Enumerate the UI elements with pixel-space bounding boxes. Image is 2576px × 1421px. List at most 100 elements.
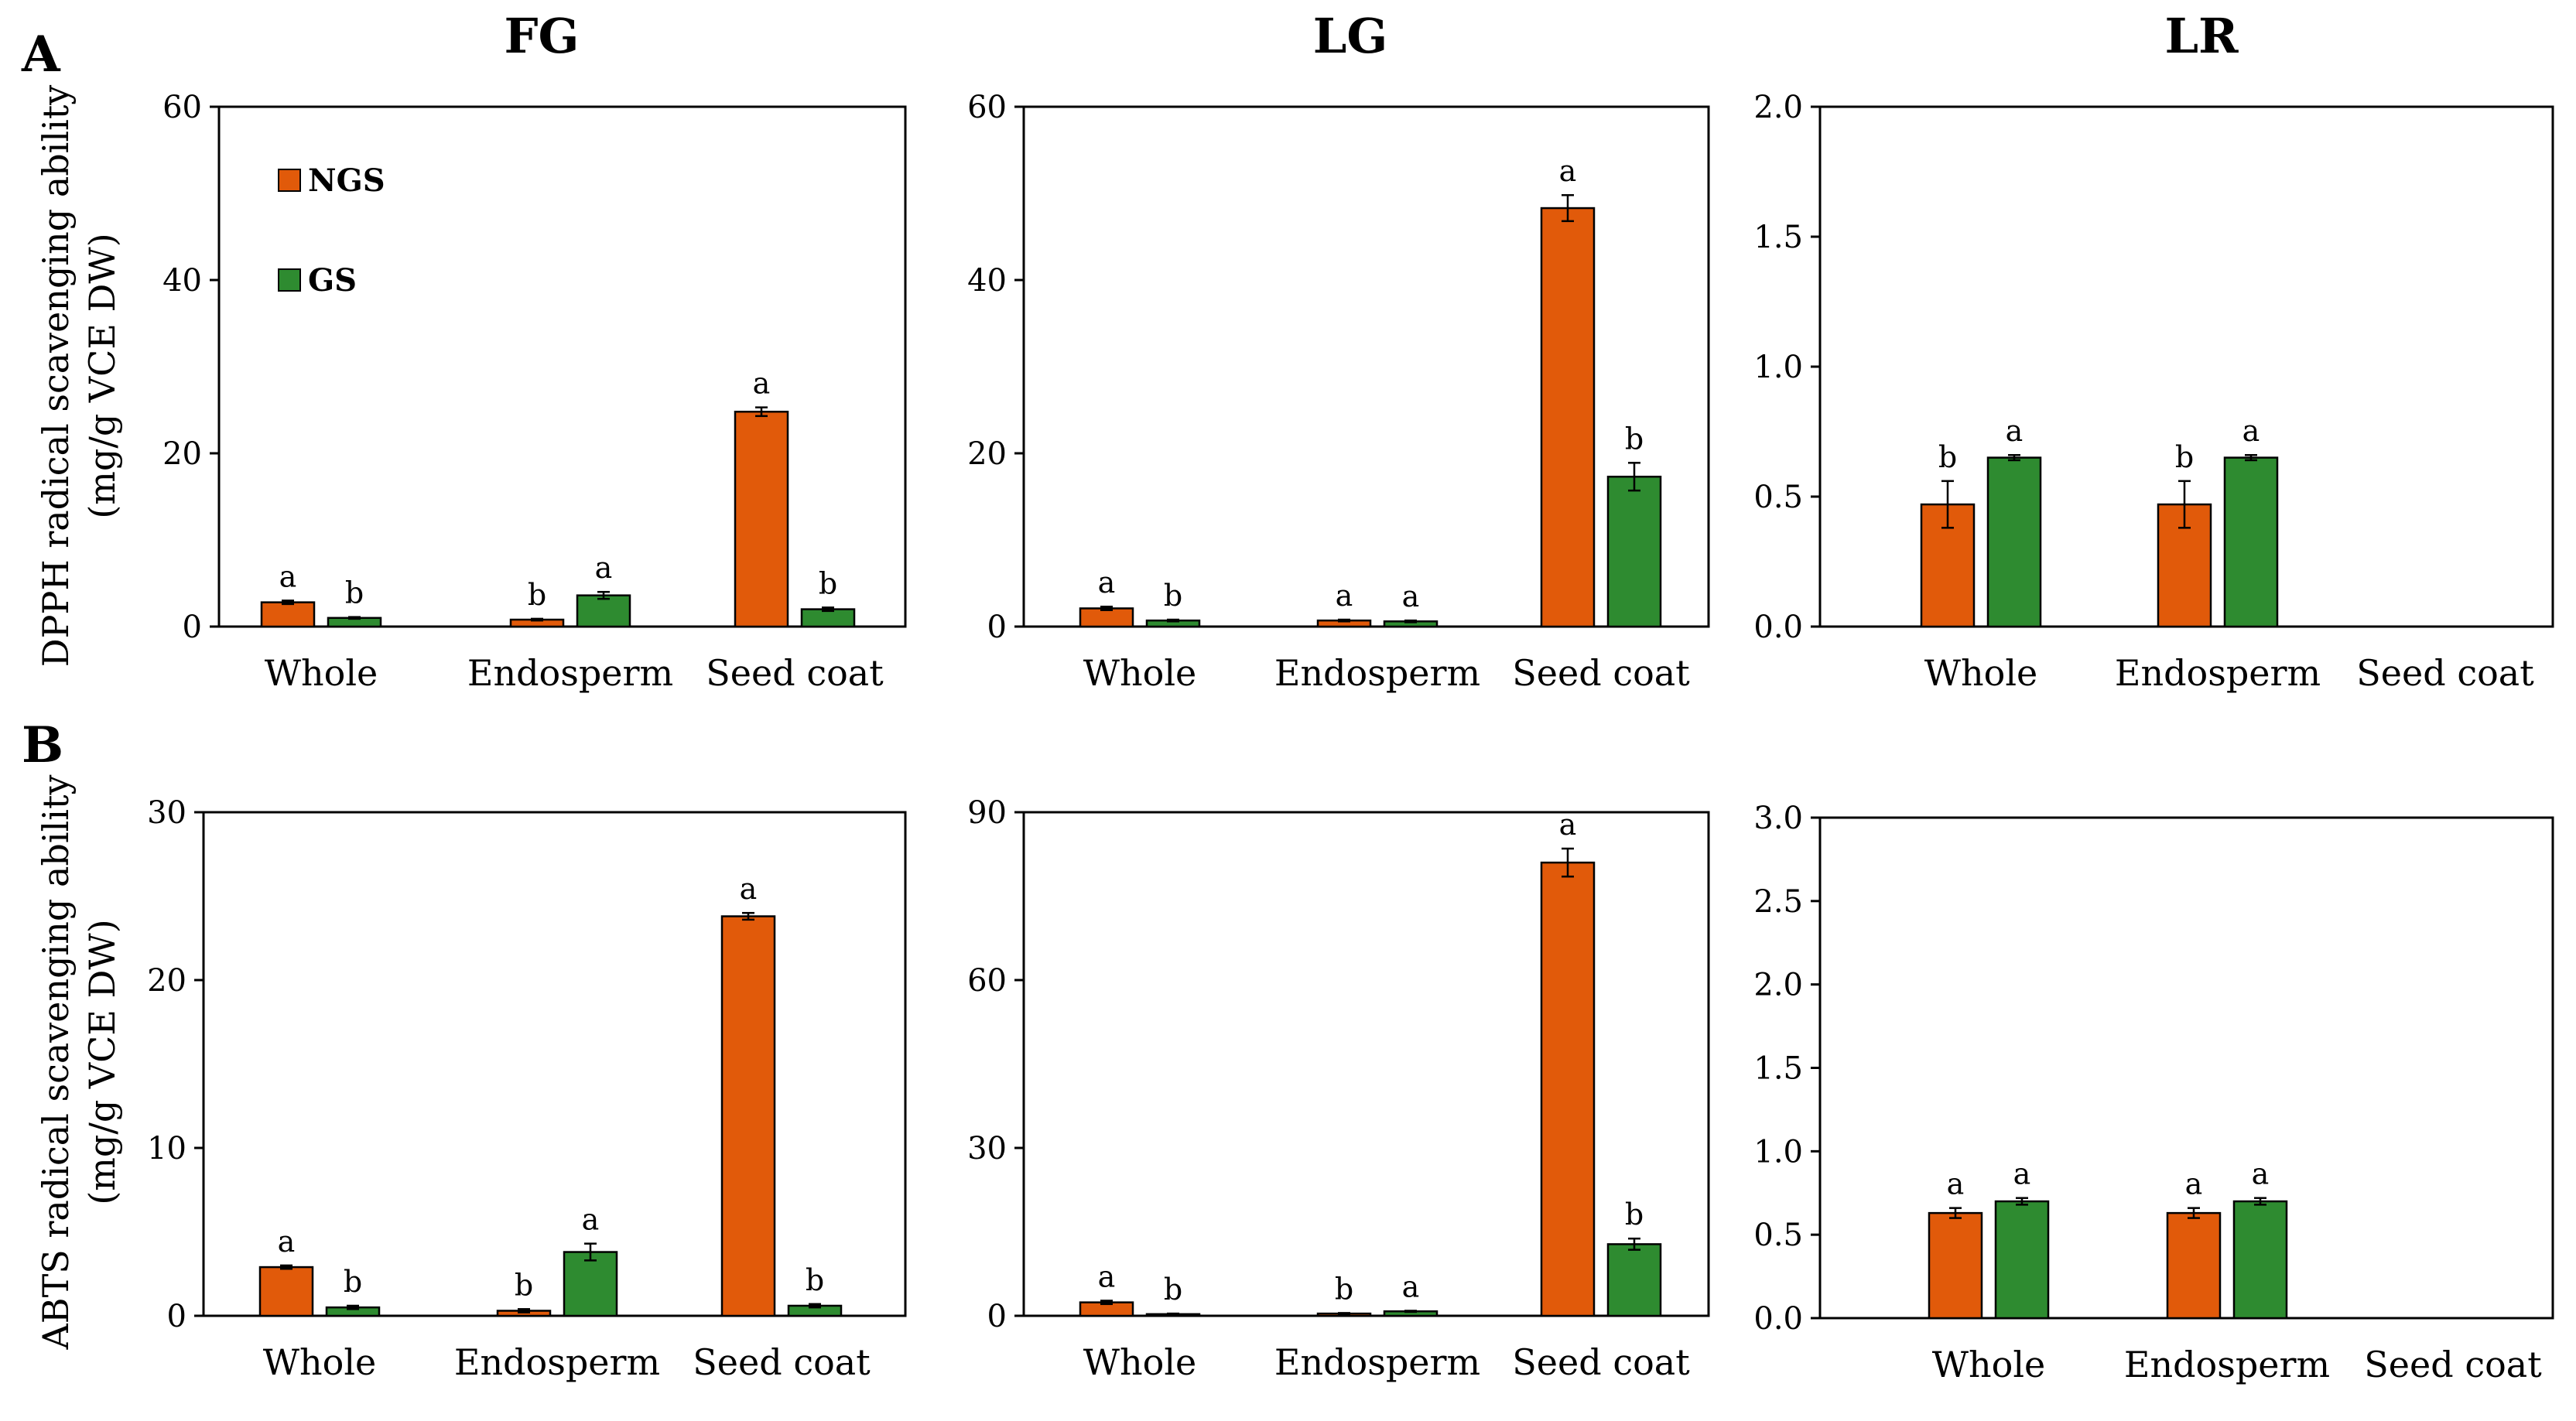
y-axis-label-b-line2: (mg/g VCE DW): [81, 919, 123, 1204]
category-label: Whole: [1083, 1341, 1197, 1383]
bar-gs: [1606, 475, 1662, 628]
significance-letter: a: [278, 1225, 296, 1259]
category-label: Seed coat: [1512, 1341, 1690, 1383]
y-tick-label: 1.5: [1753, 1051, 1803, 1087]
bar-ngs: [720, 915, 776, 1317]
legend-label-ngs: NGS: [308, 162, 385, 199]
y-tick-label: 20: [967, 436, 1007, 472]
legend-label-gs: GS: [308, 262, 357, 299]
y-tick-label: 60: [967, 90, 1007, 125]
legend-swatch-ngs: [278, 169, 301, 192]
significance-letter: a: [595, 551, 613, 585]
category-label: Whole: [1932, 1344, 2046, 1385]
panel-letter-a: A: [21, 26, 61, 84]
significance-letter: b: [1335, 1272, 1353, 1306]
significance-letter: b: [1625, 1197, 1644, 1231]
chart-a-lg: 0 20 40 60 Whole Endosperm Seed coat a a a b a b: [967, 90, 1710, 694]
bar-ngs: [734, 410, 789, 628]
significance-letter: a: [1098, 1259, 1116, 1293]
y-tick-label: 0: [987, 610, 1007, 645]
significance-letter: a: [2013, 1157, 2031, 1191]
bar-ngs: [1540, 861, 1596, 1317]
category-label: Seed coat: [2356, 652, 2534, 694]
y-tick-label: 0: [183, 610, 202, 645]
bar-gs: [1606, 1243, 1662, 1317]
significance-letter: a: [753, 367, 771, 401]
significance-letter: a: [2185, 1167, 2203, 1201]
significance-letter: a: [1559, 154, 1577, 188]
significance-letter: b: [528, 578, 546, 612]
significance-letter: b: [1938, 440, 1957, 474]
legend: NGS GS: [278, 162, 385, 299]
y-tick-label: 60: [967, 963, 1007, 999]
bar-gs: [563, 1251, 618, 1317]
column-title-lg: LG: [1313, 8, 1388, 64]
y-tick-label: 90: [967, 795, 1007, 831]
category-label: Whole: [1083, 652, 1197, 694]
y-tick-label: 0: [987, 1299, 1007, 1334]
y-tick-label: 2.0: [1753, 968, 1803, 1003]
bar-gs: [1986, 456, 2042, 628]
y-tick-label: 30: [147, 795, 186, 831]
y-tick-label: 40: [162, 263, 202, 299]
significance-letter: b: [1164, 579, 1182, 613]
significance-letter: a: [582, 1203, 600, 1237]
column-title-fg: FG: [505, 8, 580, 64]
significance-letter: a: [2252, 1157, 2270, 1191]
y-tick-label: 20: [162, 436, 202, 472]
bar-ngs: [1079, 607, 1134, 628]
chart-b-lg: 0 30 60 90 Whole Endosperm Seed coat a b a b a b: [967, 795, 1710, 1383]
y-axis-label-b-line1: ABTS radical scavenging ability: [35, 775, 77, 1351]
y-tick-label: 2.0: [1753, 90, 1803, 125]
category-label: Seed coat: [1512, 652, 1690, 694]
category-label: Whole: [1924, 652, 2038, 694]
y-tick-label: 3.0: [1753, 801, 1803, 836]
category-label: Seed coat: [693, 1341, 871, 1383]
category-label: Seed coat: [2364, 1344, 2542, 1385]
category-label: Endosperm: [2115, 652, 2321, 694]
y-tick-label: 1.0: [1753, 350, 1803, 385]
bar-ngs: [1540, 207, 1596, 628]
column-title-lr: LR: [2164, 8, 2239, 64]
significance-letter: b: [806, 1263, 824, 1297]
y-axis-label-a-line1: DPPH radical scavenging ability: [35, 85, 77, 668]
category-label: Endosperm: [1274, 1341, 1480, 1383]
significance-letter: a: [1336, 579, 1353, 613]
y-tick-label: 2.5: [1753, 884, 1803, 920]
y-tick-label: 0.5: [1753, 1218, 1803, 1253]
y-tick-label: 1.0: [1753, 1134, 1803, 1170]
category-label: Endosperm: [467, 652, 673, 694]
significance-letter: b: [515, 1268, 533, 1302]
significance-letter: a: [1947, 1167, 1965, 1201]
significance-letter: b: [344, 1265, 362, 1299]
charts-layer: 0 20 40 60 Whole Endosperm Seed coat a b a b a b 0 20 4…: [147, 90, 2554, 1385]
category-label: Endosperm: [1274, 652, 1480, 694]
bar-gs: [1994, 1200, 2050, 1320]
category-label: Whole: [265, 652, 378, 694]
chart-b-lr: 0.0 0.5 1.0 1.5 2.0 2.5 3.0 Whole Endosperm Seed …: [1753, 801, 2554, 1385]
legend-swatch-gs: [278, 268, 301, 292]
y-tick-label: 0: [167, 1299, 186, 1334]
category-label: Endosperm: [454, 1341, 660, 1383]
y-tick-label: 60: [162, 90, 202, 125]
bar-ngs: [260, 601, 316, 628]
plot-frame: [1022, 105, 1710, 628]
chart-a-lr: 0.0 0.5 1.0 1.5 2.0 Whole Endosperm Seed coat b b…: [1753, 90, 2554, 694]
y-tick-label: 10: [147, 1131, 186, 1167]
category-label: Endosperm: [2124, 1344, 2330, 1385]
panel-letter-b: B: [22, 716, 63, 774]
bar-gs: [2232, 1200, 2288, 1320]
significance-letter: b: [819, 566, 837, 600]
significance-letter: a: [1098, 565, 1116, 599]
y-axis-label-a-line2: (mg/g VCE DW): [81, 233, 123, 518]
y-tick-label: 1.5: [1753, 220, 1803, 255]
plot-frame: [1022, 811, 1710, 1317]
bar-gs: [576, 594, 631, 628]
bar-ngs: [258, 1266, 314, 1317]
plot-frame: [202, 811, 907, 1317]
category-label: Seed coat: [706, 652, 884, 694]
significance-letter: a: [1402, 579, 1420, 613]
significance-letter: a: [740, 872, 758, 906]
